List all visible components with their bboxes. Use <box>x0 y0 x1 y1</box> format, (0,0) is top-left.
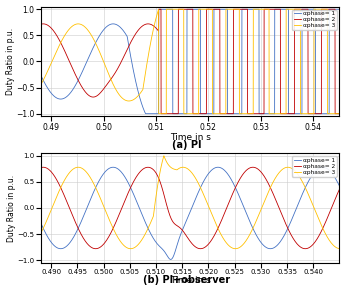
αphase= 1 <box>51 243 55 246</box>
Line: αphase= 2: αphase= 2 <box>41 167 339 249</box>
αphase= 1 <box>157 8 161 11</box>
αphase= 1 <box>57 97 61 100</box>
αphase= 1 <box>39 73 43 77</box>
αphase= 1 <box>337 184 342 188</box>
αphase= 2 <box>322 8 326 11</box>
αphase= 1 <box>57 247 61 250</box>
αphase= 3 <box>185 166 189 170</box>
Text: (b) PI+observer: (b) PI+observer <box>143 275 230 285</box>
αphase= 1 <box>337 8 342 11</box>
αphase= 2 <box>185 8 189 11</box>
αphase= 1 <box>322 166 326 169</box>
αphase= 2 <box>40 22 44 26</box>
αphase= 3 <box>40 81 44 84</box>
Line: αphase= 1: αphase= 1 <box>41 9 339 114</box>
αphase= 1 <box>322 112 326 116</box>
αphase= 1 <box>169 258 173 261</box>
αphase= 3 <box>51 203 55 207</box>
Line: αphase= 3: αphase= 3 <box>41 9 339 114</box>
αphase= 3 <box>57 191 61 194</box>
αphase= 3 <box>57 45 61 49</box>
αphase= 3 <box>233 247 237 251</box>
αphase= 2 <box>337 187 342 191</box>
αphase= 2 <box>97 246 101 249</box>
αphase= 1 <box>216 166 220 169</box>
αphase= 2 <box>39 166 43 169</box>
X-axis label: Time in s: Time in s <box>170 133 210 142</box>
αphase= 3 <box>97 49 101 53</box>
αphase= 3 <box>39 232 43 235</box>
αphase= 3 <box>322 8 326 11</box>
αphase= 3 <box>162 154 166 157</box>
Legend: αphase= 1, αphase= 2, αphase= 3: αphase= 1, αphase= 2, αphase= 3 <box>292 10 336 30</box>
αphase= 2 <box>198 247 203 251</box>
αphase= 2 <box>51 172 55 176</box>
αphase= 3 <box>337 112 342 116</box>
αphase= 3 <box>337 247 342 250</box>
αphase= 3 <box>322 228 326 232</box>
Text: (a) PI: (a) PI <box>171 140 201 150</box>
αphase= 1 <box>40 224 44 228</box>
αphase= 2 <box>97 92 101 96</box>
αphase= 2 <box>157 8 161 11</box>
αphase= 2 <box>51 29 55 32</box>
αphase= 1 <box>144 112 148 116</box>
Y-axis label: Duty Ratio in p.u.: Duty Ratio in p.u. <box>6 28 14 95</box>
αphase= 3 <box>51 57 55 61</box>
αphase= 1 <box>185 218 189 222</box>
αphase= 1 <box>39 221 43 225</box>
αphase= 2 <box>40 166 44 169</box>
αphase= 1 <box>185 112 189 116</box>
X-axis label: Time in s: Time in s <box>170 276 210 285</box>
αphase= 2 <box>39 22 43 26</box>
αphase= 1 <box>97 34 101 38</box>
αphase= 2 <box>159 112 163 116</box>
αphase= 3 <box>39 83 43 87</box>
αphase= 1 <box>97 179 101 182</box>
Legend: αphase= 1, αphase= 2, αphase= 3: αphase= 1, αphase= 2, αphase= 3 <box>292 156 336 177</box>
Line: αphase= 2: αphase= 2 <box>41 9 339 114</box>
αphase= 1 <box>40 76 44 80</box>
αphase= 1 <box>51 93 55 97</box>
αphase= 2 <box>337 112 342 116</box>
αphase= 3 <box>164 8 168 11</box>
αphase= 3 <box>157 112 161 116</box>
αphase= 2 <box>322 225 326 228</box>
αphase= 2 <box>57 37 61 40</box>
αphase= 3 <box>97 194 101 197</box>
αphase= 2 <box>185 235 189 238</box>
Y-axis label: Duty Ratio in p.u.: Duty Ratio in p.u. <box>7 174 16 242</box>
Line: αphase= 3: αphase= 3 <box>41 156 339 249</box>
αphase= 3 <box>185 112 189 116</box>
αphase= 2 <box>57 182 61 185</box>
αphase= 2 <box>41 166 45 169</box>
Line: αphase= 1: αphase= 1 <box>41 167 339 260</box>
αphase= 3 <box>40 229 44 233</box>
